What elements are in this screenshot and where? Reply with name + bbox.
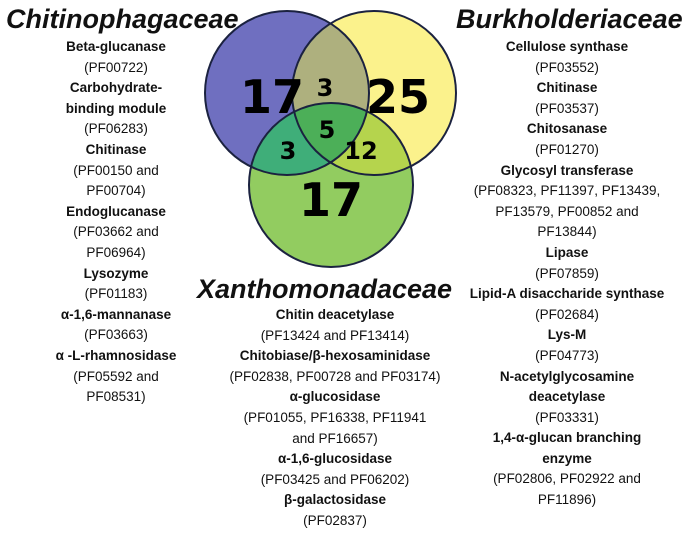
enzyme-name: Lipase: [545, 244, 589, 260]
enzyme-name: α -L-rhamnosidase: [55, 347, 177, 363]
region-bc: [292, 103, 413, 175]
enzyme-name: Chitinase: [85, 141, 147, 157]
pfam-id: (PF00150 and: [73, 162, 159, 178]
pfam-id: (PF13424 and PF13414): [260, 327, 410, 343]
pfam-id: (PF06283): [84, 121, 148, 137]
pfam-id: (PF02837): [303, 512, 367, 528]
count-bc: 12: [344, 137, 377, 165]
pfam-id: (PF01183): [84, 286, 148, 302]
pfam-id: (PF02684): [535, 306, 599, 322]
enzyme-name: Chitin deacetylase: [275, 307, 395, 322]
pfam-id: and PF16657): [292, 430, 378, 446]
pfam-id: (PF03662 and: [73, 224, 159, 240]
enzyme-name: Endoglucanase: [66, 203, 166, 219]
title-chitinophagaceae: Chitinophagaceae: [6, 4, 239, 34]
list-xanthomonadaceae: Chitin deacetylase (PF13424 and PF13414) C…: [196, 305, 474, 532]
pfam-id: (PF02838, PF00728 and PF03174): [229, 368, 441, 384]
pfam-id: (PF01055, PF16338, PF11941: [243, 409, 427, 425]
title-burkholderiaceae: Burkholderiaceae: [456, 4, 683, 34]
enzyme-name: Lipid-A disaccharide synthase: [469, 286, 665, 302]
pfam-id: PF11896): [537, 492, 597, 508]
pfam-id: (PF08323, PF11397, PF13439,: [473, 183, 661, 199]
enzyme-name: enzyme: [542, 450, 592, 466]
list-burkholderiaceae: Cellulose synthase (PF03552) Chitinase (PF0…: [448, 37, 686, 511]
enzyme-name: Beta-glucanase: [66, 39, 166, 54]
enzyme-name: Carbohydrate-: [69, 80, 163, 96]
enzyme-name: α-1,6-glucosidase: [277, 451, 393, 467]
pfam-id: (PF00722): [84, 59, 148, 75]
enzyme-name: Chitobiase/β-hexosaminidase: [239, 348, 431, 364]
pfam-id: (PF03552): [535, 59, 599, 75]
pfam-id: PF08531): [86, 389, 146, 405]
pfam-id: (PF03425 and PF06202): [260, 471, 410, 487]
count-b-only: 25: [366, 70, 430, 124]
pfam-id: PF13844): [537, 224, 597, 240]
pfam-id: PF00704): [86, 183, 146, 199]
pfam-id: PF06964): [86, 244, 146, 260]
pfam-id: (PF01270): [535, 141, 599, 157]
count-c-only: 17: [299, 173, 363, 227]
count-ab: 3: [317, 74, 334, 102]
enzyme-name: Lys-M: [547, 327, 587, 343]
list-chitinophagaceae: Beta-glucanase (PF00722) Carbohydrate-bind…: [28, 37, 204, 408]
pfam-id: (PF03663): [84, 327, 148, 343]
enzyme-name: Cellulose synthase: [505, 39, 629, 54]
enzyme-name: binding module: [65, 100, 167, 116]
enzyme-name: α-glucosidase: [289, 389, 381, 405]
enzyme-name: 1,4-α-glucan branching: [492, 430, 642, 446]
enzyme-name: β-galactosidase: [283, 492, 387, 508]
pfam-id: (PF05592 and: [73, 368, 159, 384]
count-abc: 5: [319, 116, 336, 144]
pfam-id: (PF03331): [535, 409, 599, 425]
count-a-only: 17: [240, 70, 304, 124]
enzyme-name: Chitosanase: [526, 121, 608, 137]
enzyme-name: α-1,6-mannanase: [60, 306, 172, 322]
pfam-id: PF13579, PF00852 and: [495, 203, 639, 219]
enzyme-name: deacetylase: [528, 389, 606, 405]
count-ac: 3: [280, 137, 297, 165]
pfam-id: (PF07859): [535, 265, 599, 281]
enzyme-name: N-acetylglycosamine: [499, 368, 635, 384]
title-xanthomonadaceae: Xanthomonadaceae: [197, 274, 453, 304]
pfam-id: (PF04773): [535, 347, 599, 363]
enzyme-name: Chitinase: [536, 80, 598, 96]
region-ac: [249, 103, 369, 175]
enzyme-name: Glycosyl transferase: [500, 162, 634, 178]
pfam-id: (PF02806, PF02922 and: [493, 471, 641, 487]
enzyme-name: Lysozyme: [83, 265, 149, 281]
pfam-id: (PF03537): [535, 100, 599, 116]
